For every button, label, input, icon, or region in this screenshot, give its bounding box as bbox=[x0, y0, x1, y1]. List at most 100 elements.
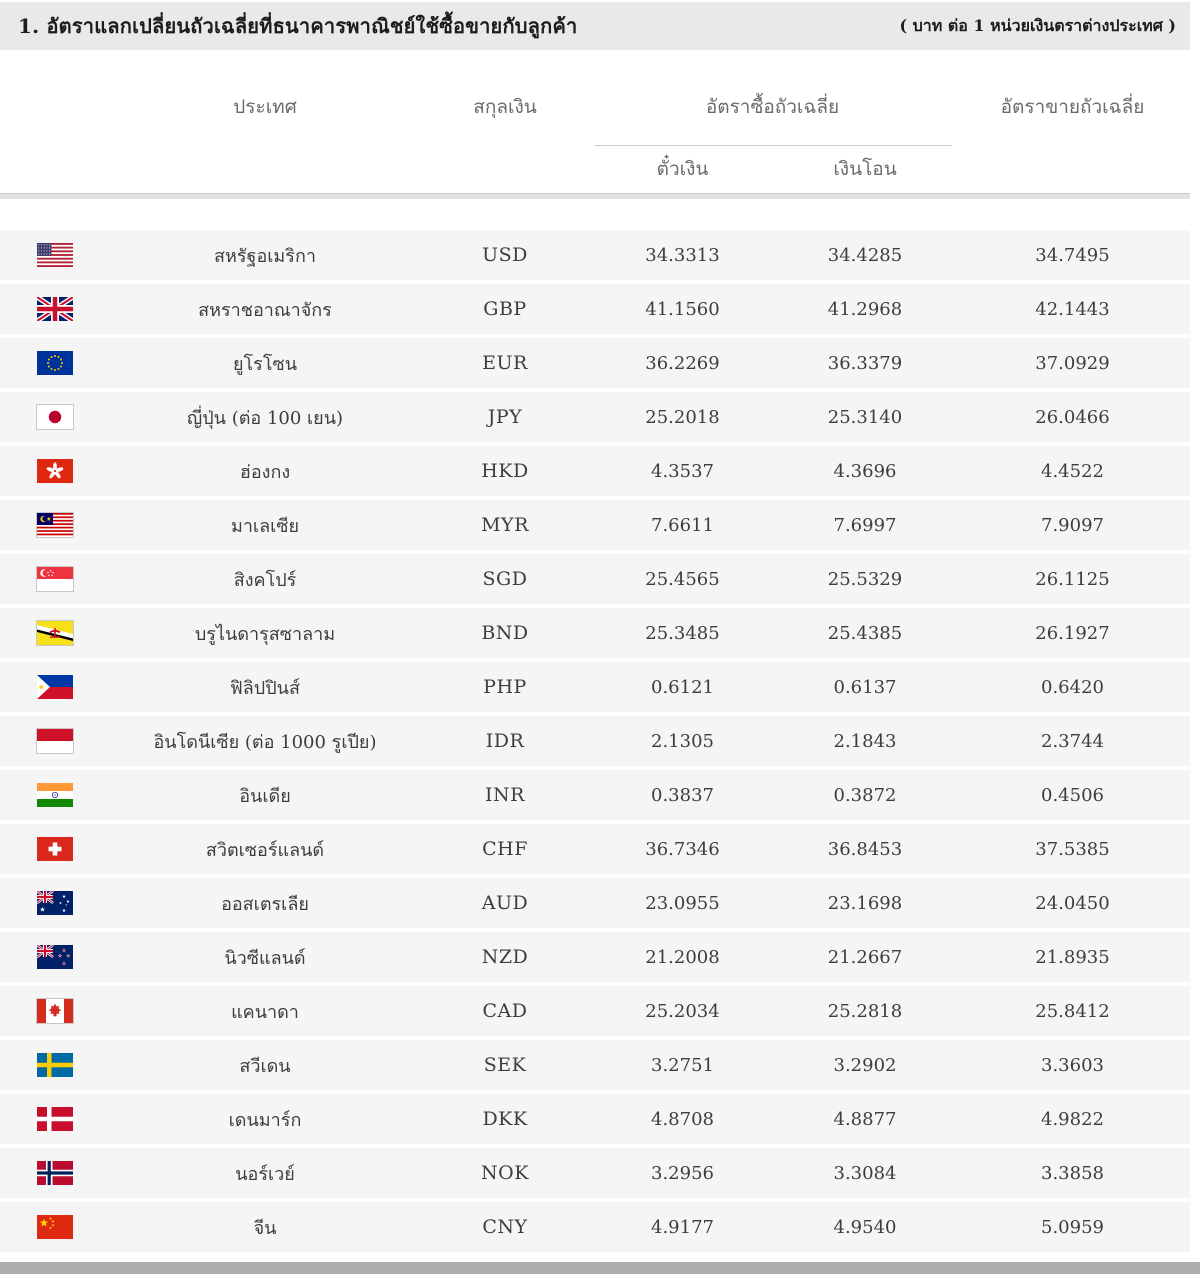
country-name: ฟิลิปปินส์ bbox=[230, 677, 300, 699]
table-row: ออสเตรเลีย AUD 23.0955 23.1698 24.0450 bbox=[0, 878, 1190, 928]
buy-transfer-rate: 34.4285 bbox=[827, 244, 903, 266]
currency-code: SGD bbox=[482, 568, 528, 590]
table-row: ยูโรโซน EUR 36.2269 36.3379 37.0929 bbox=[0, 338, 1190, 388]
currency-code: DKK bbox=[482, 1108, 528, 1130]
buy-bill-rate: 4.8708 bbox=[651, 1108, 714, 1130]
table-header: ประเทศ สกุลเงิน อัตราซื้อถัวเฉลี่ย อัตรา… bbox=[0, 50, 1190, 193]
currency-code: EUR bbox=[482, 352, 528, 374]
bottom-scrollbar[interactable] bbox=[0, 1262, 1200, 1274]
buy-transfer-rate: 25.2818 bbox=[827, 1000, 903, 1022]
currency-code: GBP bbox=[483, 298, 527, 320]
sell-rate: 37.0929 bbox=[1035, 352, 1110, 374]
no-flag-icon bbox=[37, 1161, 73, 1185]
buy-transfer-rate: 3.3084 bbox=[833, 1162, 897, 1184]
buy-transfer-rate: 0.3872 bbox=[833, 784, 897, 806]
buy-bill-rate: 36.7346 bbox=[645, 838, 720, 860]
table-row: นิวซีแลนด์ NZD 21.2008 21.2667 21.8935 bbox=[0, 932, 1190, 982]
currency-code: IDR bbox=[485, 730, 525, 752]
nz-flag-icon bbox=[37, 945, 73, 969]
sell-rate: 25.8412 bbox=[1035, 1000, 1110, 1022]
buy-bill-rate: 41.1560 bbox=[645, 298, 720, 320]
buy-bill-rate: 25.2018 bbox=[645, 406, 720, 428]
buy-bill-rate: 23.0955 bbox=[645, 892, 720, 914]
country-name: สวีเดน bbox=[239, 1055, 291, 1077]
sell-rate: 7.9097 bbox=[1041, 514, 1104, 536]
country-name: นอร์เวย์ bbox=[235, 1163, 295, 1185]
buy-transfer-rate: 41.2968 bbox=[827, 298, 903, 320]
sell-rate: 2.3744 bbox=[1041, 730, 1104, 752]
sell-rate: 26.0466 bbox=[1035, 406, 1110, 428]
title-bar: 1. อัตราแลกเปลี่ยนถัวเฉลี่ยที่ธนาคารพาณิ… bbox=[0, 2, 1190, 50]
sell-rate: 5.0959 bbox=[1041, 1216, 1104, 1238]
buy-bill-rate: 25.2034 bbox=[645, 1000, 720, 1022]
sell-rate: 37.5385 bbox=[1035, 838, 1110, 860]
currency-code: CNY bbox=[482, 1216, 528, 1238]
table-row: อินโดนีเซีย (ต่อ 1000 รูเปีย) IDR 2.1305… bbox=[0, 716, 1190, 766]
buy-transfer-rate: 25.4385 bbox=[827, 622, 903, 644]
country-name: สหราชอาณาจักร bbox=[198, 299, 332, 321]
buy-bill-rate: 25.3485 bbox=[645, 622, 720, 644]
country-name: ยูโรโซน bbox=[232, 353, 298, 375]
table-row: แคนาดา CAD 25.2034 25.2818 25.8412 bbox=[0, 986, 1190, 1036]
buy-transfer-rate: 3.2902 bbox=[833, 1054, 897, 1076]
table-row: สวิตเซอร์แลนด์ CHF 36.7346 36.8453 37.53… bbox=[0, 824, 1190, 874]
sell-rate: 42.1443 bbox=[1035, 298, 1110, 320]
currency-code: JPY bbox=[487, 406, 523, 428]
se-flag-icon bbox=[37, 1053, 73, 1077]
country-name: จีน bbox=[253, 1217, 277, 1239]
country-name: สวิตเซอร์แลนด์ bbox=[205, 839, 325, 861]
sell-rate: 4.9822 bbox=[1041, 1108, 1104, 1130]
table-row: สิงคโปร์ SGD 25.4565 25.5329 26.1125 bbox=[0, 554, 1190, 604]
currency-code: NZD bbox=[481, 946, 529, 968]
currency-code: CHF bbox=[482, 838, 528, 860]
column-header-buy-average: อัตราซื้อถัวเฉลี่ย bbox=[705, 96, 840, 118]
dk-flag-icon bbox=[37, 1107, 73, 1131]
column-header-currency: สกุลเงิน bbox=[473, 96, 537, 118]
column-header-bill: ตั๋วเงิน bbox=[656, 158, 709, 180]
unit-note: ( บาท ต่อ 1 หน่วยเงินตราต่างประเทศ ) bbox=[899, 15, 1176, 35]
column-header-transfer: เงินโอน bbox=[833, 158, 897, 180]
currency-code: NOK bbox=[481, 1162, 529, 1184]
currency-code: SEK bbox=[483, 1054, 527, 1076]
table-row: สหรัฐอเมริกา USD 34.3313 34.4285 34.7495 bbox=[0, 230, 1190, 280]
buy-bill-rate: 4.3537 bbox=[651, 460, 714, 482]
currency-code: BND bbox=[481, 622, 529, 644]
column-header-country: ประเทศ bbox=[233, 96, 297, 118]
table-row: สหราชอาณาจักร GBP 41.1560 41.2968 42.144… bbox=[0, 284, 1190, 334]
country-name: บรูไนดารุสซาลาม bbox=[194, 623, 336, 645]
sell-rate: 3.3603 bbox=[1041, 1054, 1104, 1076]
jp-flag-icon bbox=[36, 404, 74, 430]
sell-rate: 34.7495 bbox=[1035, 244, 1110, 266]
buy-transfer-rate: 23.1698 bbox=[827, 892, 903, 914]
country-name: อินโดนีเซีย (ต่อ 1000 รูเปีย) bbox=[153, 731, 377, 753]
buy-transfer-rate: 4.3696 bbox=[833, 460, 897, 482]
currency-code: MYR bbox=[481, 514, 529, 536]
buy-transfer-rate: 4.9540 bbox=[833, 1216, 897, 1238]
table-row: จีน CNY 4.9177 4.9540 5.0959 bbox=[0, 1202, 1190, 1252]
sell-rate: 0.6420 bbox=[1041, 676, 1104, 698]
hk-flag-icon bbox=[37, 459, 73, 483]
table-row: ฟิลิปปินส์ PHP 0.6121 0.6137 0.6420 bbox=[0, 662, 1190, 712]
table-row: บรูไนดารุสซาลาม BND 25.3485 25.4385 26.1… bbox=[0, 608, 1190, 658]
country-name: สิงคโปร์ bbox=[233, 569, 297, 591]
buy-bill-rate: 3.2751 bbox=[651, 1054, 714, 1076]
country-name: นิวซีแลนด์ bbox=[224, 947, 306, 969]
table-row: ฮ่องกง HKD 4.3537 4.3696 4.4522 bbox=[0, 446, 1190, 496]
column-header-sell-average: อัตราขายถัวเฉลี่ย bbox=[1000, 96, 1145, 118]
sell-rate: 0.4506 bbox=[1041, 784, 1104, 806]
us-flag-icon bbox=[37, 243, 73, 267]
buy-transfer-rate: 25.5329 bbox=[827, 568, 903, 590]
buy-transfer-rate: 7.6997 bbox=[833, 514, 897, 536]
buy-transfer-rate: 0.6137 bbox=[833, 676, 897, 698]
table-row: สวีเดน SEK 3.2751 3.2902 3.3603 bbox=[0, 1040, 1190, 1090]
sell-rate: 26.1125 bbox=[1035, 568, 1110, 590]
sell-rate: 26.1927 bbox=[1035, 622, 1110, 644]
buy-transfer-rate: 2.1843 bbox=[833, 730, 897, 752]
sell-rate: 3.3858 bbox=[1041, 1162, 1104, 1184]
ca-flag-icon bbox=[36, 998, 74, 1024]
id-flag-icon bbox=[36, 728, 74, 754]
table-row: ญี่ปุ่น (ต่อ 100 เยน) JPY 25.2018 25.314… bbox=[0, 392, 1190, 442]
table-row: เดนมาร์ก DKK 4.8708 4.8877 4.9822 bbox=[0, 1094, 1190, 1144]
buy-average-underline bbox=[595, 145, 952, 146]
buy-transfer-rate: 4.8877 bbox=[833, 1108, 897, 1130]
